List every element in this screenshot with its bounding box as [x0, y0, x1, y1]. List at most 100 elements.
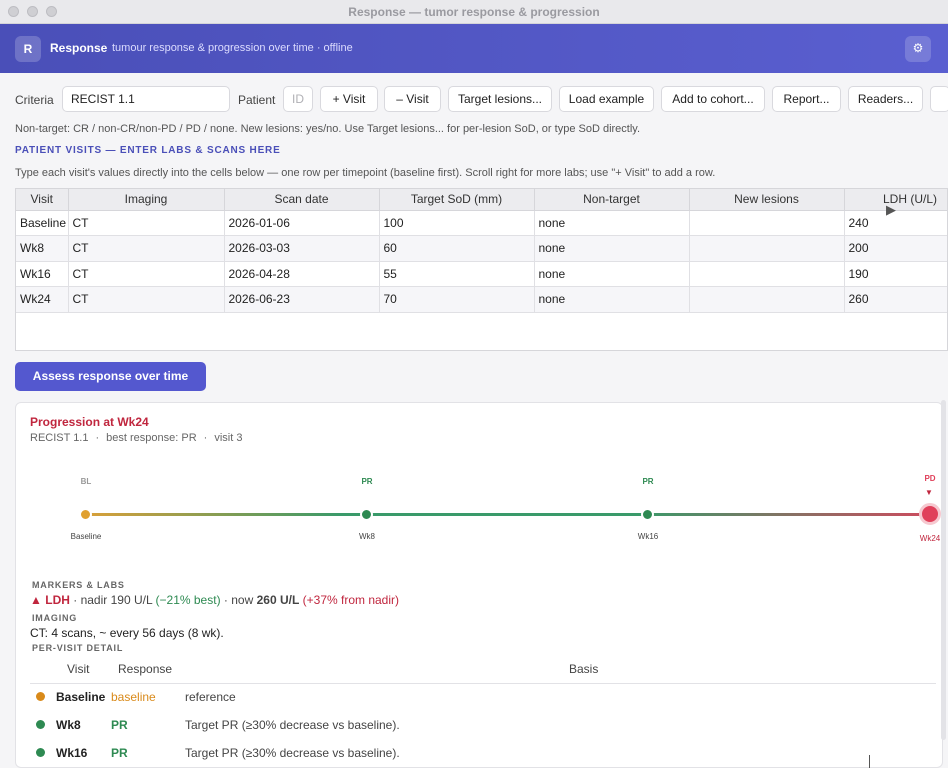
cell-scan-date[interactable]: 2026-06-23	[224, 286, 380, 313]
col-header-non-target[interactable]: Non-target	[534, 189, 690, 211]
minimize-window-button[interactable]	[27, 6, 38, 17]
col-header-new-lesions[interactable]: New lesions	[689, 189, 845, 211]
per-visit-detail-heading: PER-VISIT DETAIL	[32, 643, 124, 653]
remove-visit-button[interactable]: – Visit	[384, 86, 441, 112]
load-example-button[interactable]: Load example	[559, 86, 654, 112]
cell-imaging[interactable]: CT	[68, 286, 225, 313]
toolbar: Criteria Patient + Visit – Visit Target …	[15, 86, 948, 112]
cell-ldh[interactable]: 190	[844, 261, 947, 287]
cell-new-lesions[interactable]	[689, 261, 845, 287]
col-header-visit[interactable]: Visit	[16, 189, 69, 211]
detail-col-response: Response	[118, 662, 173, 676]
cell-imaging[interactable]: CT	[68, 261, 225, 287]
vertical-scrollbar[interactable]	[941, 400, 946, 740]
table-row: Wk8 CT 2026-03-03 60 none 200	[16, 235, 947, 262]
add-visit-button[interactable]: + Visit	[320, 86, 378, 112]
detail-row: Wk8 PR Target PR (≥30% decrease vs basel…	[30, 712, 936, 738]
timeline-track	[86, 513, 936, 516]
ldh-best-change: (−21% best)	[155, 593, 221, 607]
response-timeline: BL Baseline PR Wk8 PR Wk16 PD ▼ Wk24	[16, 471, 942, 551]
visits-section-heading: PATIENT VISITS — ENTER LABS & SCANS HERE	[15, 145, 281, 156]
visits-grid[interactable]: Visit Imaging Scan date Target SoD (mm) …	[15, 188, 948, 351]
detail-col-visit: Visit	[67, 662, 90, 676]
status-dot-icon	[36, 720, 45, 729]
text-cursor	[869, 755, 870, 768]
detail-row: Wk16 PR Target PR (≥30% decrease vs base…	[30, 740, 936, 766]
cell-ldh[interactable]: 200	[844, 235, 947, 262]
close-window-button[interactable]	[8, 6, 19, 17]
readers-button[interactable]: Readers...	[848, 86, 923, 112]
detail-basis: Target PR (≥30% decrease vs baseline).	[185, 746, 400, 760]
visits-instructions: Type each visit's values directly into t…	[15, 167, 716, 179]
report-button[interactable]: Report...	[772, 86, 841, 112]
cell-new-lesions[interactable]	[689, 286, 845, 313]
cell-visit[interactable]: Wk24	[16, 286, 69, 313]
detail-row: Baseline baseline reference	[30, 684, 936, 710]
result-visit: visit 3	[214, 432, 243, 444]
cell-target-sod[interactable]: 100	[379, 210, 535, 236]
result-card: Progression at Wk24 RECIST 1.1 · best resp…	[15, 402, 943, 768]
window-titlebar: Response — tumor response & progression	[0, 0, 948, 24]
ldh-summary: ▲ LDH · nadir 190 U/L (−21% best) · now …	[30, 593, 399, 607]
col-header-imaging[interactable]: Imaging	[68, 189, 225, 211]
cell-non-target[interactable]: none	[534, 261, 690, 287]
cell-new-lesions[interactable]	[689, 235, 845, 262]
timeline-tag-baseline: BL	[80, 477, 92, 486]
cell-new-lesions[interactable]	[689, 210, 845, 236]
detail-visit: Wk8	[56, 718, 81, 732]
col-header-ldh[interactable]: LDH (U/L)	[844, 189, 947, 211]
non-target-hint: Non-target: CR / non-CR/non-PD / PD / no…	[15, 123, 641, 135]
detail-col-basis: Basis	[569, 662, 599, 676]
col-header-scan-date[interactable]: Scan date	[224, 189, 380, 211]
timeline-point-wk24[interactable]	[919, 503, 941, 525]
ldh-change-from-nadir: (+37% from nadir)	[302, 593, 400, 607]
cell-target-sod[interactable]: 60	[379, 235, 535, 262]
app-header: R Response tumour response & progression…	[0, 24, 948, 73]
add-to-cohort-button[interactable]: Add to cohort...	[661, 86, 765, 112]
criteria-label: Criteria	[15, 93, 54, 107]
cell-visit[interactable]: Baseline	[16, 210, 69, 236]
status-dot-icon	[36, 748, 45, 757]
trend-up-icon: ▲	[30, 593, 42, 607]
cell-scan-date[interactable]: 2026-04-28	[224, 261, 380, 287]
criteria-input[interactable]	[62, 86, 230, 112]
cell-imaging[interactable]: CT	[68, 235, 225, 262]
cell-non-target[interactable]: none	[534, 235, 690, 262]
cell-target-sod[interactable]: 70	[379, 286, 535, 313]
cell-visit[interactable]: Wk8	[16, 235, 69, 262]
target-lesions-button[interactable]: Target lesions...	[448, 86, 552, 112]
timeline-point-baseline[interactable]	[79, 508, 92, 521]
cell-scan-date[interactable]: 2026-03-03	[224, 235, 380, 262]
zoom-window-button[interactable]	[46, 6, 57, 17]
detail-table-header: Visit Response Basis	[30, 662, 936, 684]
patient-label: Patient	[238, 93, 276, 107]
cell-ldh[interactable]: 260	[844, 286, 947, 313]
timeline-point-wk8[interactable]	[360, 508, 373, 521]
result-criteria: RECIST 1.1	[30, 432, 89, 444]
settings-button[interactable]: ⚙	[905, 36, 931, 62]
timeline-tag-wk8: PR	[361, 477, 373, 486]
cell-imaging[interactable]: CT	[68, 210, 225, 236]
app-logo: R	[15, 36, 41, 62]
markers-heading: MARKERS & LABS	[32, 580, 125, 590]
timeline-label-wk24: Wk24	[919, 534, 941, 543]
cell-ldh[interactable]: 240	[844, 210, 947, 236]
patient-id-input[interactable]	[283, 86, 313, 112]
timeline-tag-wk16: PR	[642, 477, 654, 486]
more-toolbar-button[interactable]	[930, 86, 948, 112]
cell-visit[interactable]: Wk16	[16, 261, 69, 287]
detail-response: PR	[111, 746, 128, 760]
table-row: Wk16 CT 2026-04-28 55 none 190	[16, 261, 947, 287]
detail-basis: Target PR (≥30% decrease vs baseline).	[185, 718, 400, 732]
detail-response: baseline	[111, 690, 156, 704]
assess-response-button[interactable]: Assess response over time	[15, 362, 206, 391]
mouse-cursor-icon: ▶	[886, 202, 896, 217]
ldh-nadir: · nadir 190 U/L	[73, 593, 153, 607]
cell-target-sod[interactable]: 55	[379, 261, 535, 287]
result-title: Progression at Wk24	[30, 415, 149, 429]
timeline-point-wk16[interactable]	[641, 508, 654, 521]
cell-non-target[interactable]: none	[534, 210, 690, 236]
cell-scan-date[interactable]: 2026-01-06	[224, 210, 380, 236]
col-header-target-sod[interactable]: Target SoD (mm)	[379, 189, 535, 211]
cell-non-target[interactable]: none	[534, 286, 690, 313]
